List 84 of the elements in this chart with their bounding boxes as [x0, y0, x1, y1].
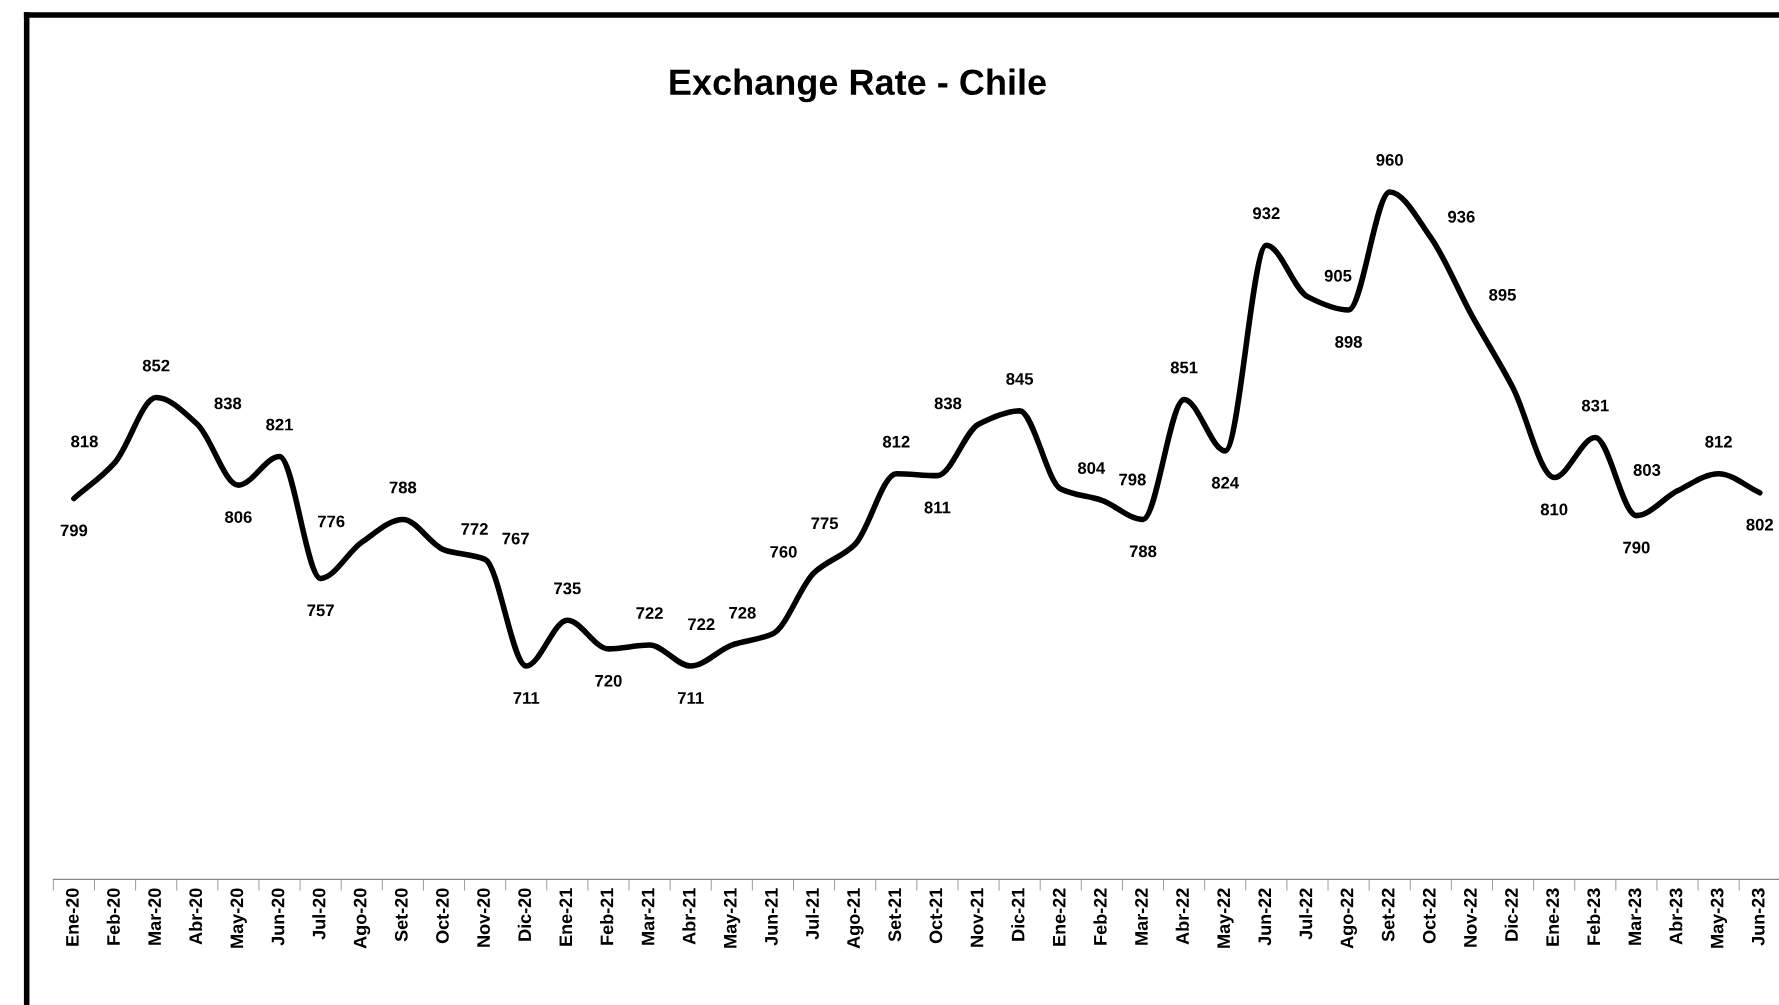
x-tick-label: May-21: [723, 888, 741, 948]
x-tick-label: Nov-22: [1463, 888, 1477, 947]
data-label: 818: [71, 435, 98, 448]
x-tick-label: Abr-21: [682, 888, 696, 945]
data-label: 804: [1077, 462, 1106, 474]
data-label: 824: [1211, 476, 1240, 489]
data-label: 760: [770, 545, 797, 558]
x-tick-label: Mar-22: [1135, 888, 1148, 945]
x-tick-label: Ago-20: [353, 888, 371, 949]
chart-title: Exchange Rate - Chile: [670, 68, 1046, 103]
x-tick-label: Nov-21: [970, 888, 984, 947]
x-tick-label: Jun-21: [764, 888, 778, 946]
x-tick-label: Ago-21: [847, 888, 864, 949]
data-label: 905: [1324, 269, 1352, 282]
x-tick-label: May-22: [1217, 888, 1234, 948]
x-tick-label: Set-21: [888, 888, 902, 942]
data-label: 806: [225, 511, 252, 523]
x-tick-label: Feb-22: [1093, 888, 1107, 945]
data-label: 711: [677, 692, 704, 704]
data-label: 722: [688, 618, 715, 630]
x-tick-label: Oct-21: [929, 888, 943, 944]
data-label: 811: [924, 501, 951, 514]
x-tick-label: Feb-23: [1586, 888, 1601, 945]
data-label: 788: [389, 481, 417, 494]
data-label: 838: [214, 397, 242, 410]
x-tick-label: Jul-20: [312, 888, 326, 940]
data-label: 802: [1746, 518, 1773, 531]
data-label: 810: [1540, 503, 1568, 516]
data-label: 720: [595, 674, 622, 687]
x-tick-label: Abr-20: [188, 888, 203, 945]
data-label: 775: [811, 517, 839, 530]
x-tick-label: Abr-22: [1175, 888, 1189, 945]
data-label: 757: [307, 604, 334, 617]
data-label: 960: [1376, 154, 1403, 166]
data-label: 852: [142, 359, 170, 372]
data-label: 932: [1253, 207, 1280, 220]
data-label: 776: [318, 515, 345, 528]
data-label: 838: [934, 397, 962, 410]
data-label: 831: [1581, 399, 1609, 412]
x-tick-label: Feb-21: [600, 888, 614, 945]
x-tick-label: Nov-20: [477, 888, 490, 947]
x-tick-label: May-23: [1710, 888, 1728, 948]
data-label: 722: [636, 607, 663, 619]
data-label: 803: [1633, 464, 1661, 476]
data-label: 895: [1489, 288, 1516, 301]
data-label: 845: [1006, 373, 1034, 385]
x-tick-label: Oct-22: [1422, 888, 1436, 944]
data-label: 790: [1623, 541, 1650, 554]
x-tick-label: Jun-23: [1751, 888, 1765, 946]
x-tick-label: Dic-22: [1504, 888, 1518, 941]
x-tick-label: Ene-22: [1052, 888, 1066, 946]
x-tick-label: Ene-21: [559, 888, 573, 946]
data-label: 821: [266, 418, 293, 431]
x-tick-label: Mar-20: [148, 888, 162, 945]
x-tick-label: Jul-21: [805, 888, 819, 940]
data-label: 767: [502, 532, 529, 545]
data-label: 798: [1119, 473, 1146, 486]
x-tick-label: Mar-21: [641, 888, 655, 945]
data-label: 851: [1170, 361, 1198, 374]
x-tick-label: Abr-23: [1669, 888, 1683, 945]
data-label: 936: [1448, 210, 1475, 223]
data-label: 788: [1129, 545, 1157, 558]
x-tick-label: Jul-22: [1299, 888, 1313, 940]
x-tick-label: Jun-22: [1258, 888, 1272, 946]
x-tick-label: Feb-20: [106, 888, 120, 945]
x-tick-label: Ago-22: [1340, 888, 1357, 949]
data-label: 772: [461, 523, 488, 535]
x-tick-label: Ene-23: [1546, 888, 1560, 946]
data-label: 812: [1705, 435, 1732, 448]
x-tick-label: Dic-21: [1011, 888, 1025, 941]
x-tick-label: Oct-20: [436, 888, 449, 944]
data-label: 898: [1335, 335, 1362, 348]
x-tick-label: Mar-23: [1628, 888, 1642, 945]
data-label: 728: [729, 606, 756, 619]
data-label: 799: [60, 524, 88, 537]
x-tick-label: Ene-20: [65, 888, 79, 946]
x-tick-label: Set-22: [1381, 888, 1395, 942]
data-label: 735: [554, 582, 581, 595]
data-label: 711: [513, 692, 540, 704]
x-tick-label: Jun-20: [271, 888, 285, 946]
x-tick-label: May-20: [230, 888, 247, 948]
data-label: 812: [882, 435, 910, 448]
x-tick-label: Dic-20: [517, 888, 532, 941]
x-tick-label: Set-20: [394, 888, 408, 942]
